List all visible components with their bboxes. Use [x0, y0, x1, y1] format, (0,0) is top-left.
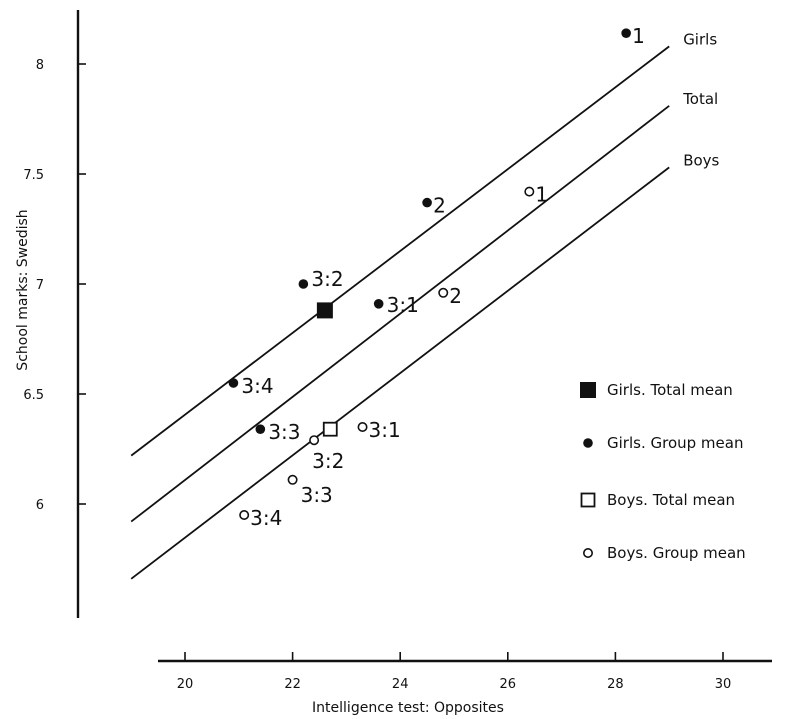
y-tick-label: 7.5 — [23, 168, 44, 183]
legend: Girls. Total mean Girls. Group mean Boys. … — [580, 381, 746, 562]
point-label: 3:3 — [301, 483, 333, 507]
x-tick-label: 22 — [284, 677, 301, 692]
legend-marker — [580, 382, 596, 398]
group-mean-marker — [287, 474, 298, 485]
point-label: 3:1 — [369, 418, 401, 442]
legend-marker — [582, 547, 593, 558]
legend-marker — [583, 438, 593, 448]
regression-line-boys — [130, 166, 670, 580]
regression-line-total — [130, 105, 670, 523]
legend-marker — [580, 492, 596, 508]
total-mean-marker — [322, 421, 338, 437]
y-axis-title: School marks: Swedish — [15, 209, 31, 370]
group-mean-marker — [255, 424, 266, 435]
group-mean-marker — [239, 509, 250, 520]
legend-label: Girls. Group mean — [607, 434, 743, 452]
y-tick-label: 8 — [36, 58, 44, 73]
point-label: 3:2 — [311, 267, 343, 291]
point-label: 2 — [433, 194, 446, 218]
y-tick-label: 6 — [36, 498, 44, 513]
y-tick-label: 6.5 — [23, 388, 44, 403]
x-tick-label: 28 — [607, 677, 624, 692]
regression-line-girls — [130, 45, 670, 457]
y-tick-label: 7 — [36, 278, 44, 293]
group-mean-marker — [438, 287, 449, 298]
legend-label: Boys. Total mean — [607, 491, 735, 509]
group-mean-marker — [357, 421, 368, 432]
point-label: 1 — [535, 183, 548, 207]
point-label: 3:4 — [241, 374, 273, 398]
line-label-girls: Girls — [683, 30, 717, 48]
group-mean-marker — [228, 378, 239, 388]
group-mean-marker — [298, 279, 309, 289]
total-mean-marker — [316, 302, 333, 319]
point-label: 3:4 — [250, 506, 282, 530]
group-mean-marker — [621, 28, 631, 38]
x-tick-label: 26 — [500, 677, 517, 692]
x-tick-label: 20 — [177, 677, 194, 692]
group-mean-marker — [309, 435, 320, 446]
legend-label: Boys. Group mean — [607, 544, 746, 562]
point-label: 3:1 — [387, 293, 419, 317]
x-tick-label: 24 — [392, 677, 409, 692]
group-mean-marker — [524, 186, 535, 197]
point-label: 1 — [632, 24, 645, 48]
x-tick-label: 30 — [715, 677, 732, 692]
x-axis-title: Intelligence test: Opposites — [312, 700, 504, 716]
point-label: 2 — [449, 284, 462, 308]
point-label: 3:2 — [312, 449, 344, 473]
point-label: 3:3 — [268, 420, 300, 444]
legend-label: Girls. Total mean — [607, 381, 733, 399]
group-mean-marker — [422, 197, 432, 208]
group-mean-marker — [373, 299, 384, 309]
line-label-boys: Boys — [683, 151, 719, 169]
line-label-total: Total — [682, 90, 718, 108]
